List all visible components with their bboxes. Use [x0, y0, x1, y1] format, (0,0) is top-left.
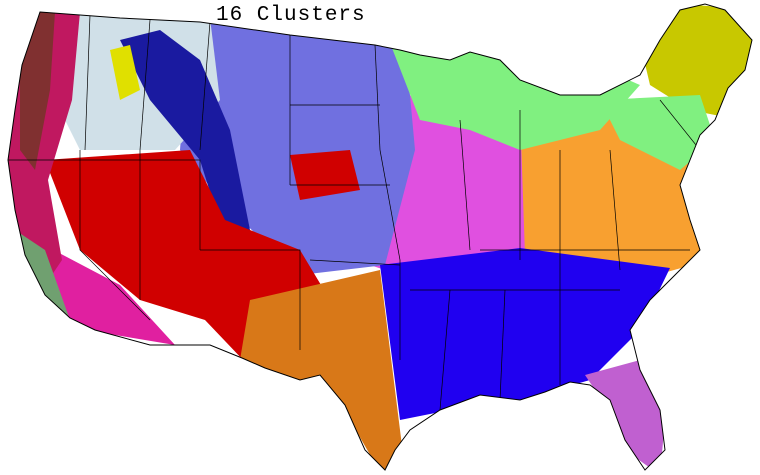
state-border	[439, 289, 451, 411]
state-border	[459, 119, 471, 251]
state-border	[379, 149, 401, 360]
state-border	[79, 150, 151, 321]
cluster-region-southern-california	[15, 230, 70, 320]
cluster-region-coast-forest	[20, 10, 55, 170]
state-border	[139, 19, 151, 151]
state-border	[200, 249, 301, 350]
cluster-region-southeast	[380, 248, 670, 420]
cluster-region-great-basin	[290, 150, 360, 200]
state-border	[499, 289, 506, 401]
state-border	[84, 14, 91, 151]
cluster-region-great-lakes	[600, 95, 715, 170]
cluster-region-southwest-desert	[25, 235, 175, 345]
state-border	[8, 159, 201, 250]
cluster-region-rocky-mountains	[120, 30, 250, 240]
us-outline	[7, 3, 753, 471]
cluster-region-florida	[585, 360, 665, 470]
map-title: 16 Clusters	[216, 4, 366, 27]
state-border	[659, 99, 701, 151]
state-border	[374, 44, 381, 151]
state-border	[309, 259, 401, 266]
cluster-region-texas	[240, 270, 405, 470]
state-border	[199, 21, 211, 151]
cluster-region-mountain-highlights	[110, 45, 140, 100]
